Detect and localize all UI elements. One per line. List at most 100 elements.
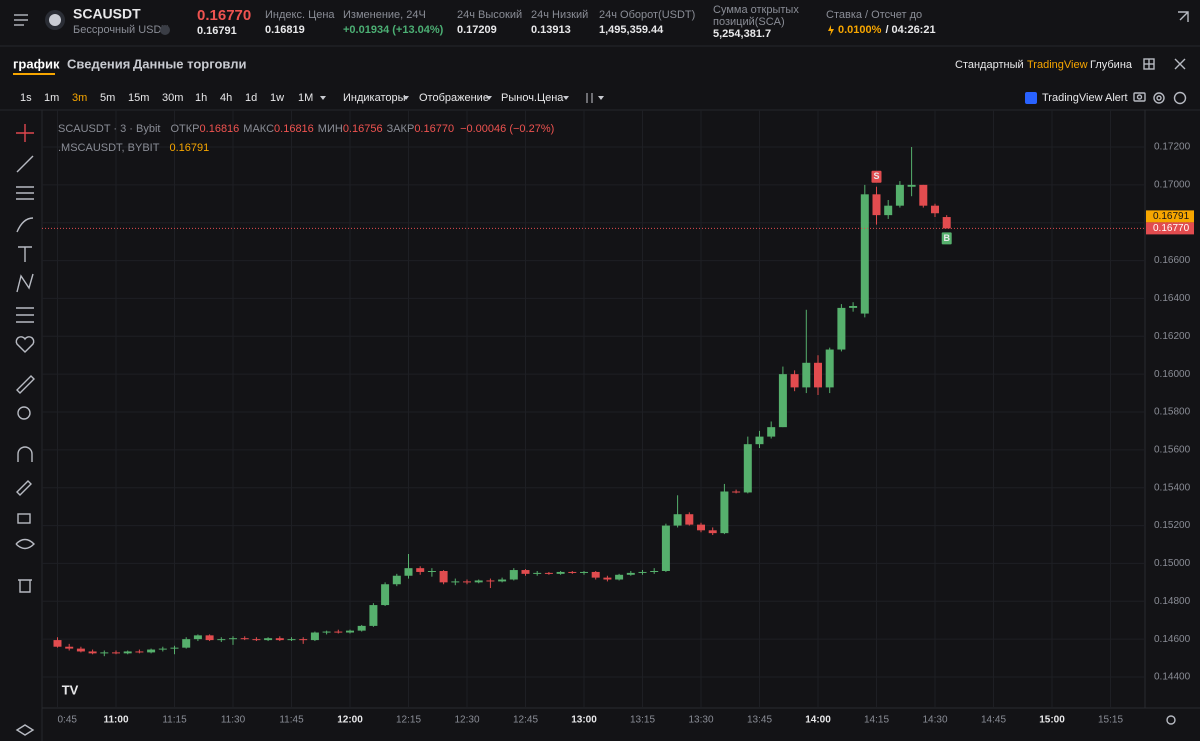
crosshair-tool[interactable] bbox=[16, 124, 34, 142]
menu-icon[interactable] bbox=[14, 14, 28, 26]
lock-tool[interactable] bbox=[17, 513, 31, 524]
legend-symbol: SCAUSDT · 3 · Bybit bbox=[58, 123, 161, 135]
menu[interactable]: Индикаторы bbox=[343, 92, 406, 104]
tv-logo-text: TV bbox=[62, 682, 79, 697]
candle-body bbox=[334, 631, 343, 633]
x-tick-label: 12:15 bbox=[396, 715, 421, 726]
x-tick-label: 13:30 bbox=[688, 715, 713, 726]
stat-label: Индекс. Цена bbox=[265, 9, 335, 21]
delete-tool[interactable] bbox=[18, 579, 32, 593]
snapshot-icon[interactable] bbox=[1173, 91, 1187, 105]
time-settings-icon[interactable] bbox=[1166, 715, 1176, 725]
interval[interactable]: 1M bbox=[298, 92, 313, 104]
x-tick-label: 11:30 bbox=[221, 715, 246, 726]
candle-body bbox=[76, 648, 85, 652]
info-icon[interactable] bbox=[160, 25, 170, 35]
candle-body bbox=[322, 631, 331, 633]
view-option[interactable]: Глубина bbox=[1090, 59, 1133, 71]
camera-icon[interactable] bbox=[1133, 92, 1146, 102]
menu[interactable]: Отображение bbox=[419, 92, 489, 104]
view-option[interactable]: Стандартный bbox=[955, 59, 1024, 71]
dropdown-caret[interactable] bbox=[598, 96, 604, 100]
tab[interactable]: график bbox=[13, 56, 60, 71]
stat-label: Сумма открытых позиций(SCA) bbox=[713, 4, 799, 28]
dropdown-caret[interactable] bbox=[563, 96, 569, 100]
alert[interactable]: TradingView Alert bbox=[1042, 92, 1128, 104]
ohlc-label: ОТКР bbox=[171, 123, 200, 135]
candle-body bbox=[860, 194, 869, 314]
candle-body bbox=[357, 625, 366, 631]
candle-body bbox=[790, 374, 799, 388]
magnet-tool[interactable] bbox=[17, 446, 33, 462]
price-tag-label: 0.16770 bbox=[1153, 223, 1190, 234]
view-option[interactable]: TradingView bbox=[1027, 59, 1088, 71]
stat-label-line: Сумма открытых bbox=[713, 4, 799, 16]
stat-value: 0.17209 bbox=[457, 24, 497, 36]
brush-tool[interactable] bbox=[16, 217, 34, 233]
layout-icon[interactable] bbox=[1143, 58, 1155, 70]
candle-body bbox=[170, 647, 179, 649]
interval[interactable]: 4h bbox=[220, 92, 232, 104]
prediction-tool[interactable] bbox=[16, 307, 34, 323]
candle-body bbox=[919, 184, 928, 206]
candle-body bbox=[778, 374, 787, 428]
tab[interactable]: Сведения bbox=[67, 56, 130, 71]
settings-icon[interactable] bbox=[1153, 92, 1165, 104]
x-tick-label: 12:30 bbox=[454, 715, 479, 726]
interval[interactable]: 15m bbox=[128, 92, 149, 104]
dropdown-caret[interactable] bbox=[403, 96, 409, 100]
x-tick-label: 14:30 bbox=[922, 715, 947, 726]
tab[interactable]: Данные торговли bbox=[133, 56, 246, 71]
zoom-tool[interactable] bbox=[17, 406, 31, 420]
candle-body bbox=[802, 362, 811, 388]
interval[interactable]: 1h bbox=[195, 92, 207, 104]
y-tick-label: 0.17200 bbox=[1154, 142, 1191, 153]
expand-icon[interactable] bbox=[1178, 11, 1189, 22]
ohlc-value: 0.16756 bbox=[343, 123, 383, 135]
candle-body bbox=[732, 491, 741, 493]
candle-body bbox=[942, 217, 951, 229]
alert-icon[interactable] bbox=[1025, 92, 1037, 104]
candle-body bbox=[287, 639, 296, 641]
candle-body bbox=[825, 349, 834, 388]
trend-line-tool[interactable] bbox=[16, 155, 34, 173]
chart-type-icon[interactable] bbox=[586, 93, 593, 103]
fib-tool[interactable] bbox=[16, 186, 34, 200]
interval[interactable]: 1m bbox=[44, 92, 59, 104]
coin-logo-inner bbox=[49, 14, 61, 26]
x-tick-label: 11:15 bbox=[162, 715, 187, 726]
fullscreen-icon[interactable] bbox=[1174, 58, 1186, 70]
candle-body bbox=[100, 652, 109, 654]
symbol[interactable]: SCAUSDT bbox=[73, 6, 141, 22]
candle-body bbox=[720, 491, 729, 534]
ruler-tool[interactable] bbox=[16, 375, 35, 394]
layers-icon[interactable] bbox=[15, 724, 35, 736]
pattern-tool[interactable] bbox=[16, 273, 34, 293]
menu[interactable]: Рыноч.Цена bbox=[501, 92, 564, 104]
candle-body bbox=[755, 436, 764, 445]
candle-body bbox=[439, 571, 448, 583]
interval[interactable]: 5m bbox=[100, 92, 115, 104]
candle-body bbox=[416, 568, 425, 572]
text-tool[interactable] bbox=[18, 246, 32, 262]
candle-body bbox=[299, 639, 308, 641]
candle-body bbox=[580, 571, 588, 573]
icon-tool[interactable] bbox=[15, 336, 35, 353]
candle-body bbox=[112, 652, 120, 654]
visibility-tool[interactable] bbox=[15, 538, 35, 550]
interval[interactable]: 1s bbox=[20, 92, 32, 104]
interval[interactable]: 3m bbox=[72, 92, 87, 104]
x-tick-label: 14:00 bbox=[805, 715, 831, 726]
dropdown-caret[interactable] bbox=[320, 96, 326, 100]
lock-drawing-tool[interactable] bbox=[16, 480, 32, 496]
dropdown-caret[interactable] bbox=[486, 96, 492, 100]
interval[interactable]: 30m bbox=[162, 92, 183, 104]
stat-value: 0.13913 bbox=[531, 24, 571, 36]
interval[interactable]: 1d bbox=[245, 92, 257, 104]
candle-body bbox=[53, 640, 62, 647]
interval[interactable]: 1w bbox=[270, 92, 284, 104]
drawing-toolbar bbox=[15, 124, 35, 736]
ohlc-value: 0.16816 bbox=[200, 123, 240, 135]
candle-body bbox=[661, 525, 670, 571]
